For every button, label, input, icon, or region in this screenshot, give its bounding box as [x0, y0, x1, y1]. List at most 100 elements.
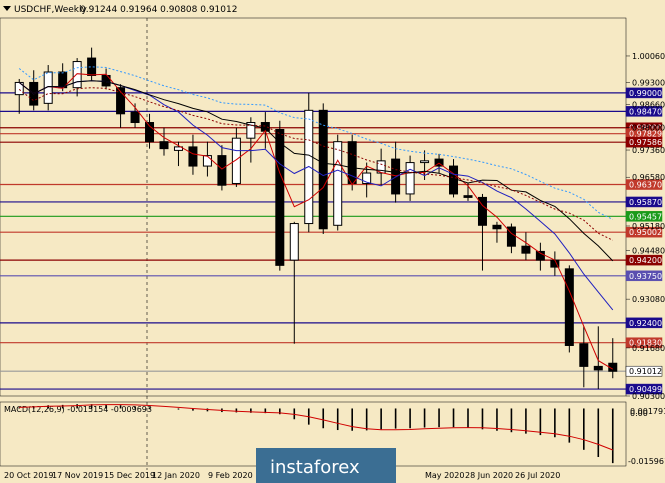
level-tag-label: 0.95002 [629, 228, 662, 237]
macd-signal-line [19, 404, 613, 451]
candle[interactable] [449, 165, 459, 195]
x-tick-label: May 2020 [425, 471, 464, 480]
candle[interactable] [72, 61, 82, 89]
y-tick-label: 1.00060 [632, 52, 665, 61]
ma-red-line [18, 73, 614, 370]
level-tag [625, 383, 663, 395]
level-tag-label: 0.93750 [629, 272, 662, 281]
y-tick-label: 0.98660 [632, 101, 665, 110]
candle[interactable] [521, 245, 531, 254]
candle[interactable] [347, 141, 357, 184]
candle[interactable] [275, 128, 285, 266]
level-tag-label: 0.96370 [629, 181, 662, 190]
x-tick-label: 17 Nov 2019 [52, 471, 103, 480]
y-tick-label: 0.98000 [632, 124, 665, 133]
y-tick-label: 0.95180 [632, 222, 665, 231]
level-tag-label: 0.98470 [629, 107, 662, 116]
candle[interactable] [477, 196, 487, 226]
candle[interactable] [420, 160, 430, 164]
macd-label: MACD(12,26,9) -0.015154 -0.009693 [4, 405, 152, 414]
candle[interactable] [434, 158, 444, 167]
level-tag-label: 0.91830 [629, 339, 662, 348]
candle[interactable] [535, 250, 545, 261]
y-tick-label: 0.90300 [632, 392, 665, 401]
collapse-arrow-icon[interactable] [3, 6, 11, 11]
price-axis: 1.00060 0.99300 0.98660 0.98000 0.97360 0.965… [626, 52, 665, 401]
candle[interactable] [318, 109, 328, 230]
candle[interactable] [159, 141, 169, 150]
level-tag-label: 0.95870 [629, 198, 662, 207]
candle[interactable] [579, 343, 589, 367]
level-tag-label: 0.99000 [629, 89, 662, 98]
macd-scale-min: -0.015961 [628, 457, 665, 466]
candle[interactable] [101, 74, 111, 87]
y-tick-label: 0.96580 [632, 173, 665, 182]
candle[interactable] [376, 160, 386, 174]
candle[interactable] [246, 122, 256, 139]
candle[interactable] [231, 137, 241, 184]
x-tick-label: 12 Jan 2020 [152, 471, 200, 480]
candle[interactable] [564, 268, 574, 346]
candle[interactable] [333, 141, 343, 226]
level-tag-label: 0.92400 [629, 319, 662, 328]
candle[interactable] [173, 146, 183, 151]
candle[interactable] [43, 71, 53, 104]
level-tag [625, 196, 663, 208]
chart-header: USDCHF,Weekly 0.91244 0.91964 0.90808 0.… [3, 5, 237, 15]
level-tag-label: 0.90499 [629, 385, 662, 394]
candle[interactable] [289, 223, 299, 261]
candle[interactable] [492, 224, 502, 230]
candle[interactable] [130, 111, 140, 124]
level-tag [625, 87, 663, 99]
level-tag [625, 106, 663, 117]
y-tick-label: 0.99300 [632, 78, 665, 87]
y-tick-label: 0.93080 [632, 295, 665, 304]
level-tag [625, 136, 663, 148]
watermark-text: instaforex [270, 457, 360, 478]
x-tick-label: 15 Dec 2019 [104, 471, 155, 480]
candle[interactable] [116, 87, 126, 115]
candle[interactable] [593, 365, 603, 371]
x-tick-label: 26 Jul 2020 [515, 471, 560, 480]
level-tag [625, 226, 663, 238]
ichimoku-cloud-line [18, 87, 614, 241]
level-tag [625, 337, 663, 348]
level-tag-label: 0.98000 [629, 124, 662, 133]
macd-scale-zero: 0.00 [630, 409, 648, 418]
level-tag [625, 254, 663, 266]
candlestick-series [14, 47, 618, 390]
level-tag-label: 0.94200 [629, 256, 662, 265]
symbol-label: USDCHF,Weekly [14, 5, 87, 15]
ichimoku-cloud-line [18, 66, 614, 220]
candle[interactable] [405, 162, 415, 195]
level-tag [625, 365, 663, 377]
level-tag-label: 0.91012 [629, 367, 662, 376]
level-tag [625, 179, 663, 190]
candle[interactable] [463, 195, 473, 198]
level-tag-label: 0.95457 [629, 212, 662, 221]
y-tick-label: 0.91680 [632, 344, 665, 353]
y-tick-label: 0.94480 [632, 246, 665, 255]
level-tag [625, 317, 663, 329]
candle[interactable] [506, 226, 516, 247]
level-tag [625, 270, 663, 282]
candle[interactable] [217, 155, 227, 186]
y-tick-label: 0.97360 [632, 146, 665, 155]
level-tag-label: 0.97586 [629, 138, 662, 147]
x-tick-label: 28 Jun 2020 [465, 471, 513, 480]
candle[interactable] [362, 172, 372, 184]
ohlc-readout: 0.91244 0.91964 0.90808 0.91012 [80, 5, 237, 15]
x-tick-label: 9 Feb 2020 [208, 471, 253, 480]
candle[interactable] [188, 146, 198, 167]
x-tick-label: 20 Oct 2019 [4, 471, 53, 480]
candle[interactable] [202, 155, 212, 167]
level-tag-label: 0.97829 [629, 130, 662, 139]
instaforex-logo: instaforex [256, 448, 396, 483]
macd-scale-max: 0.001791 [630, 407, 665, 416]
level-tag [625, 211, 663, 222]
candle[interactable] [87, 57, 97, 76]
candle[interactable] [145, 122, 155, 143]
